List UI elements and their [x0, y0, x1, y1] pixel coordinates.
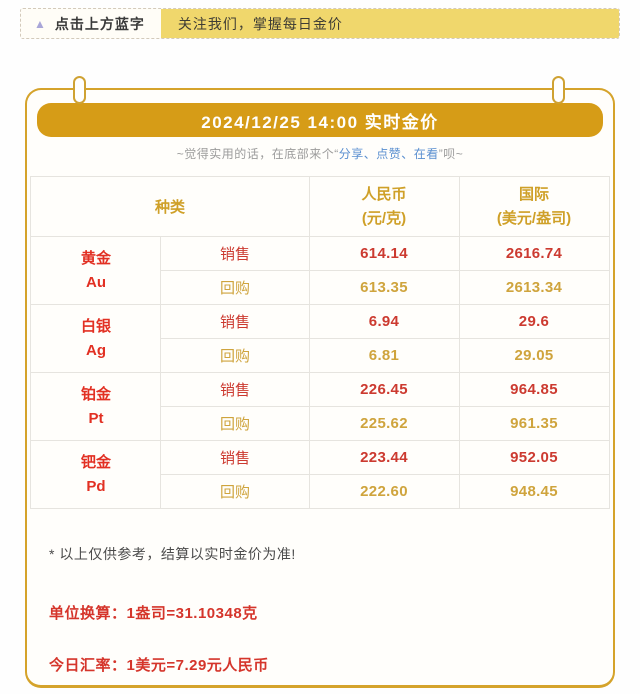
card-subtitle: ~觉得实用的话，在底部来个“分享、点赞、在看”呗~	[27, 145, 613, 162]
buyback-label: 回购	[160, 338, 310, 373]
metal-cell-gold: 黄金 Au	[30, 236, 162, 305]
metal-name: 钯金	[80, 454, 111, 472]
col-header-intl: 国际 (美元/盎司)	[458, 176, 610, 237]
metal-name: 铂金	[80, 386, 111, 404]
follow-banner[interactable]: ▲ 点击上方蓝字 关注我们，掌握每日金价	[20, 8, 620, 39]
gold-buyback-cny: 613.35	[308, 270, 460, 305]
col-header-cny-line2: (元/克)	[361, 209, 407, 227]
banner-right-label: 关注我们，掌握每日金价	[177, 15, 343, 32]
subtitle-suffix: ”呗~	[438, 147, 464, 161]
col-header-type: 种类	[30, 176, 310, 237]
palladium-sale-row: 钯金 Pd 销售 223.44 952.05	[30, 440, 610, 509]
col-header-intl-line2: (美元/盎司)	[496, 209, 572, 227]
follow-banner-left[interactable]: ▲ 点击上方蓝字	[21, 9, 161, 38]
buyback-label: 回购	[160, 474, 310, 509]
palladium-sale-intl: 952.05	[458, 440, 610, 475]
platinum-buyback-intl: 961.35	[458, 406, 610, 441]
disclaimer-note: * 以上仅供参考，结算以实时金价为准!	[49, 546, 296, 562]
silver-buyback-row: 回购 6.81 29.05	[31, 338, 610, 373]
card-title-bar: 2024/12/25 14:00 实时金价	[37, 103, 603, 137]
unit-conversion-note: 单位换算：1盎司=31.10348克	[49, 605, 258, 622]
metal-symbol: Au	[85, 273, 106, 291]
metal-symbol: Ag	[85, 341, 106, 359]
gold-sale-intl: 2616.74	[458, 236, 610, 271]
gold-sale-cny: 614.14	[308, 236, 460, 271]
exchange-rate-note: 今日汇率：1美元=7.29元人民币	[49, 657, 269, 674]
silver-sale-row: 白银 Ag 销售 6.94 29.6	[30, 304, 610, 373]
platinum-sale-row: 铂金 Pt 销售 226.45 964.85	[30, 372, 610, 441]
palladium-sale-cny: 223.44	[308, 440, 460, 475]
silver-sale-intl: 29.6	[458, 304, 610, 339]
binder-ring-left-icon	[73, 76, 86, 104]
palladium-buyback-intl: 948.45	[458, 474, 610, 509]
metal-cell-palladium: 钯金 Pd	[30, 440, 162, 509]
buyback-label: 回购	[160, 270, 310, 305]
metal-name: 黄金	[80, 250, 111, 268]
metal-name: 白银	[80, 318, 111, 336]
silver-sale-cny: 6.94	[308, 304, 460, 339]
col-header-cny: 人民币 (元/克)	[308, 176, 460, 237]
table-header-row: 种类 人民币 (元/克) 国际 (美元/盎司)	[30, 176, 610, 237]
sale-label: 销售	[160, 440, 310, 475]
sale-label: 销售	[160, 236, 310, 271]
sale-label: 销售	[160, 304, 310, 339]
share-like-watch-highlight: 分享、点赞、在看	[338, 147, 439, 161]
binder-ring-right-icon	[552, 76, 565, 104]
silver-buyback-cny: 6.81	[308, 338, 460, 373]
palladium-buyback-cny: 222.60	[308, 474, 460, 509]
palladium-buyback-row: 回购 222.60 948.45	[31, 474, 610, 509]
metal-symbol: Pd	[86, 477, 106, 495]
gold-sale-row: 黄金 Au 销售 614.14 2616.74	[30, 236, 610, 305]
metal-cell-platinum: 铂金 Pt	[30, 372, 162, 441]
silver-buyback-intl: 29.05	[458, 338, 610, 373]
metal-cell-silver: 白银 Ag	[30, 304, 162, 373]
col-header-intl-line1: 国际	[518, 186, 549, 204]
card-title: 2024/12/25 14:00 实时金价	[201, 112, 439, 132]
follow-banner-right[interactable]: 关注我们，掌握每日金价	[160, 9, 619, 38]
platinum-sale-intl: 964.85	[458, 372, 610, 407]
gold-buyback-intl: 2613.34	[458, 270, 610, 305]
gold-buyback-row: 回购 613.35 2613.34	[31, 270, 610, 305]
banner-left-label: 点击上方蓝字	[54, 15, 145, 32]
price-card: 2024/12/25 14:00 实时金价 ~觉得实用的话，在底部来个“分享、点…	[25, 76, 615, 688]
triangle-up-icon: ▲	[34, 16, 46, 31]
subtitle-prefix: ~觉得实用的话，在底部来个“	[176, 147, 339, 161]
sale-label: 销售	[160, 372, 310, 407]
platinum-sale-cny: 226.45	[308, 372, 460, 407]
platinum-buyback-row: 回购 225.62 961.35	[31, 406, 610, 441]
price-table: 种类 人民币 (元/克) 国际 (美元/盎司) 黄金 Au	[30, 176, 610, 509]
buyback-label: 回购	[160, 406, 310, 441]
platinum-buyback-cny: 225.62	[308, 406, 460, 441]
metal-symbol: Pt	[88, 409, 104, 427]
col-header-cny-line1: 人民币	[361, 186, 407, 204]
